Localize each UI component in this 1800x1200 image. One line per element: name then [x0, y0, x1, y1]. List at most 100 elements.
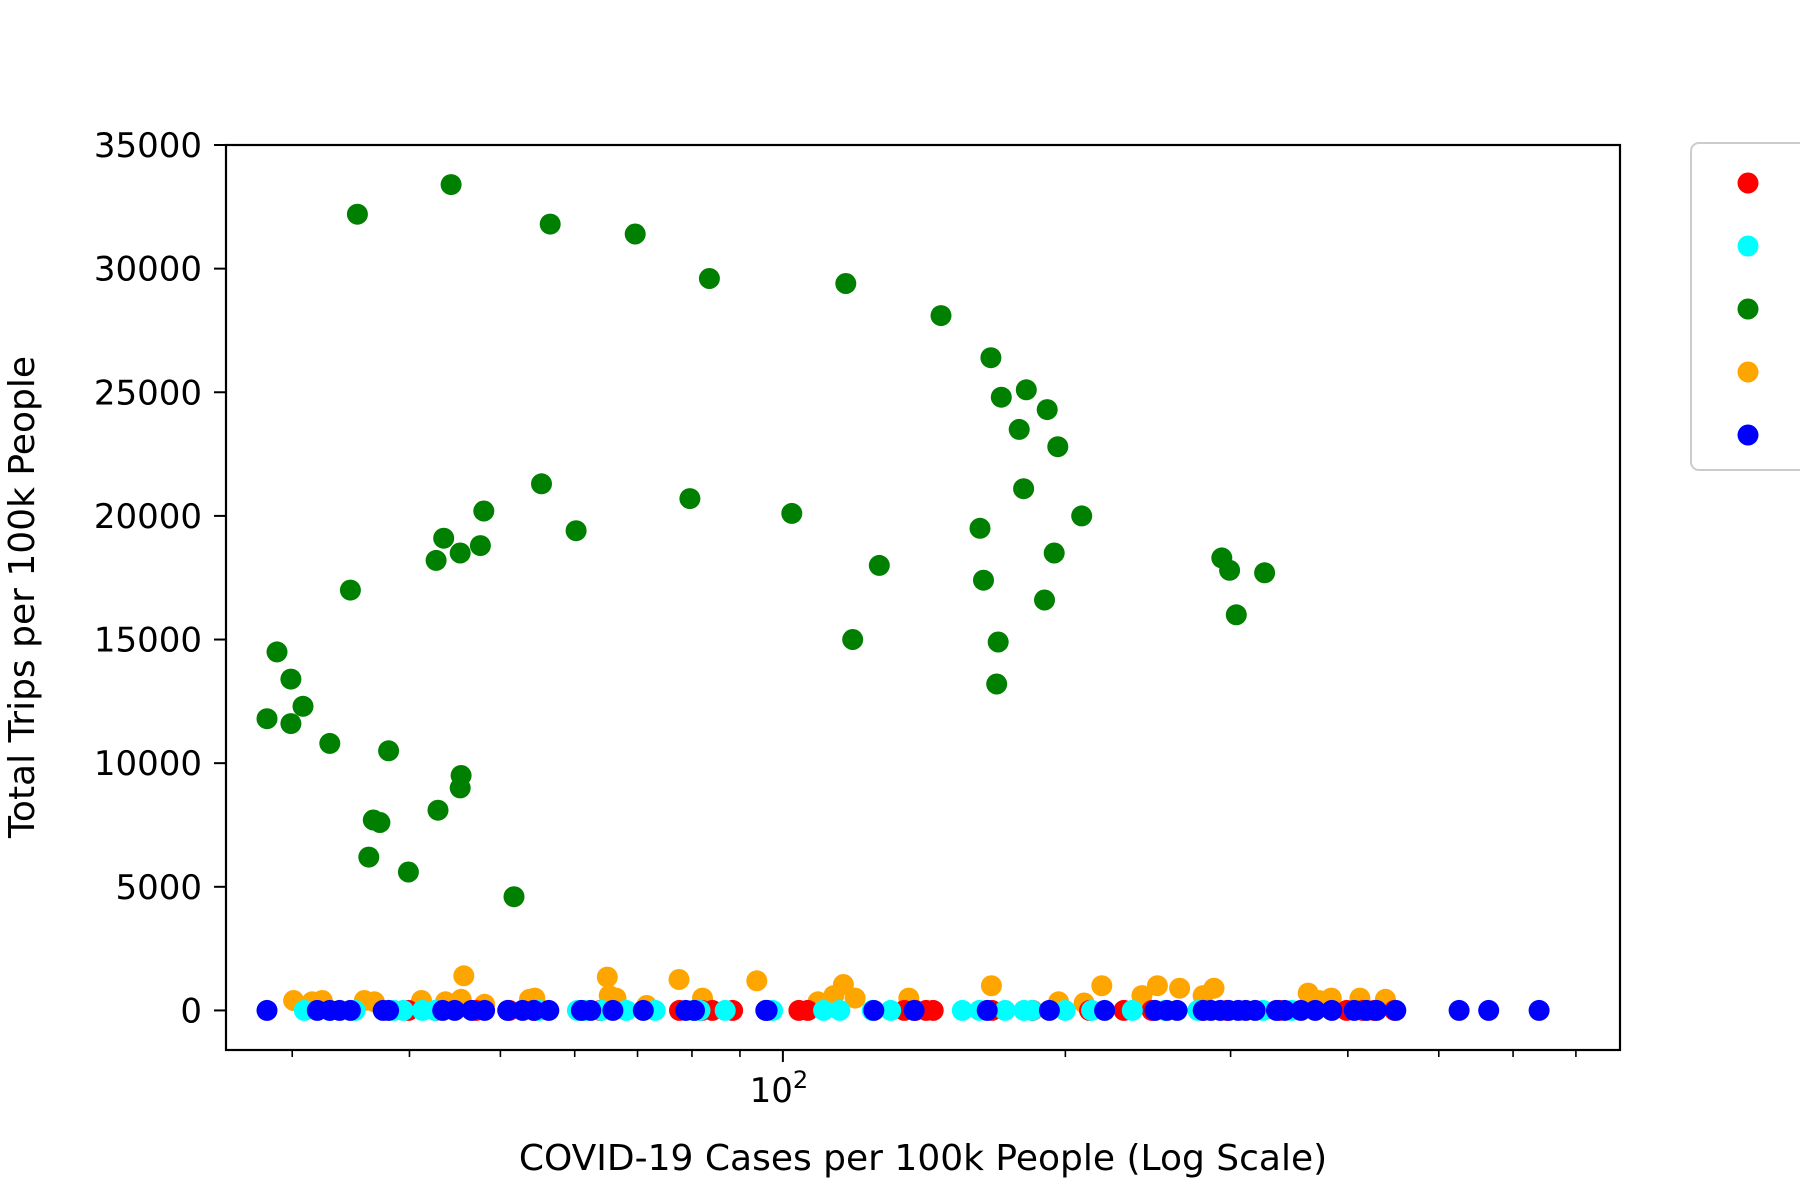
data-point [444, 999, 466, 1021]
data-point [473, 500, 495, 522]
data-point [469, 535, 491, 557]
data-point [256, 708, 278, 730]
data-point [624, 223, 646, 245]
data-point [503, 886, 525, 908]
y-tick-label: 5000 [115, 868, 202, 908]
data-point [1385, 999, 1407, 1021]
data-point [1169, 977, 1191, 999]
y-tick-label: 0 [180, 991, 202, 1031]
data-point [1321, 999, 1343, 1021]
data-point [280, 668, 302, 690]
data-point [339, 579, 361, 601]
data-point [397, 861, 419, 883]
data-point [1254, 562, 1276, 584]
data-point [1054, 999, 1076, 1021]
y-tick-label: 15000 [94, 621, 202, 661]
data-point [450, 765, 472, 786]
data-point [976, 999, 998, 1021]
data-point [1448, 999, 1470, 1021]
data-point [474, 999, 496, 1021]
data-point [684, 999, 705, 1021]
data-point [746, 970, 768, 992]
data-point [1034, 589, 1055, 611]
data-point [602, 999, 624, 1021]
data-point [756, 999, 778, 1021]
data-point [980, 975, 1002, 997]
data-point [1166, 999, 1188, 1021]
data-point [863, 999, 885, 1021]
data-point [256, 999, 278, 1021]
data-point [951, 999, 973, 1021]
y-tick-label: 10000 [94, 744, 202, 784]
y-axis: 0 5000 10000 15000 20000 25000 30000 35000 [94, 126, 226, 1031]
data-point [1071, 505, 1093, 527]
data-point [531, 473, 552, 495]
data-point [266, 641, 288, 663]
data-point [844, 987, 866, 1009]
y-tick-label: 30000 [94, 250, 202, 290]
data-point [832, 974, 854, 995]
data-point [427, 799, 449, 821]
data-point [903, 999, 925, 1021]
legend [1690, 142, 1800, 471]
data-point [973, 569, 994, 591]
x-axis-title: COVID-19 Cases per 100k People (Log Scal… [519, 1138, 1327, 1179]
y-tick-label: 25000 [94, 373, 202, 413]
data-point [523, 999, 545, 1021]
plot-area-frame [224, 143, 1622, 1052]
data-point [679, 488, 701, 510]
data-point [632, 999, 654, 1021]
data-point [994, 999, 1016, 1021]
data-point [990, 386, 1012, 408]
data-point [1021, 999, 1043, 1021]
data-point [453, 965, 475, 987]
data-point [378, 740, 400, 762]
x-tick-label: 102 [750, 1066, 809, 1111]
data-point [698, 268, 720, 289]
data-point [369, 812, 391, 833]
data-point [987, 631, 1009, 653]
data-point [425, 549, 447, 571]
data-point [1203, 977, 1225, 999]
data-points [256, 174, 1550, 1021]
data-point [1365, 999, 1387, 1021]
data-point [969, 517, 991, 539]
data-point [1121, 999, 1143, 1021]
data-point [339, 999, 361, 1021]
data-point [842, 629, 864, 650]
legend-marker [1737, 298, 1759, 320]
data-point [440, 174, 462, 196]
legend-marker [1737, 235, 1759, 257]
data-point [835, 273, 857, 294]
y-tick-label: 35000 [94, 126, 202, 166]
data-point [797, 999, 819, 1021]
data-point [1478, 999, 1500, 1021]
y-axis-title: Total Trips per 100k People [2, 356, 43, 839]
data-point [292, 695, 314, 717]
data-point [781, 502, 803, 524]
data-point [1274, 999, 1296, 1021]
data-point [1528, 999, 1550, 1021]
data-point [980, 347, 1002, 369]
data-point [1013, 478, 1035, 500]
data-point [1146, 975, 1168, 997]
legend-marker [1737, 424, 1759, 446]
x-axis: 102 [291, 1050, 1577, 1111]
legend-marker [1737, 172, 1759, 194]
data-point [392, 999, 414, 1021]
data-point [319, 732, 341, 754]
data-point [580, 999, 602, 1021]
data-point [880, 999, 902, 1021]
data-point [1015, 379, 1037, 401]
data-point [1043, 542, 1065, 564]
data-point [868, 554, 890, 576]
data-point [714, 999, 736, 1021]
y-tick-label: 20000 [94, 497, 202, 537]
data-point [1008, 418, 1030, 440]
data-point [1038, 999, 1060, 1021]
data-point [497, 999, 519, 1021]
data-point [813, 999, 835, 1021]
data-point [1304, 999, 1326, 1021]
data-point [449, 542, 471, 564]
